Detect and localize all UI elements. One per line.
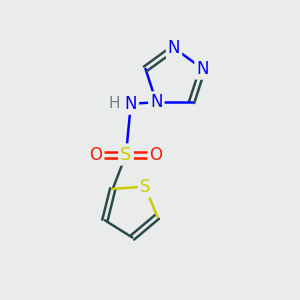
Text: N: N: [150, 93, 163, 111]
Text: N: N: [196, 60, 209, 78]
Text: N: N: [168, 39, 180, 57]
Text: O: O: [89, 146, 103, 164]
Text: O: O: [149, 146, 163, 164]
Text: H: H: [109, 96, 120, 111]
Text: S: S: [120, 146, 132, 164]
Text: S: S: [140, 178, 150, 196]
Text: N: N: [124, 95, 137, 113]
